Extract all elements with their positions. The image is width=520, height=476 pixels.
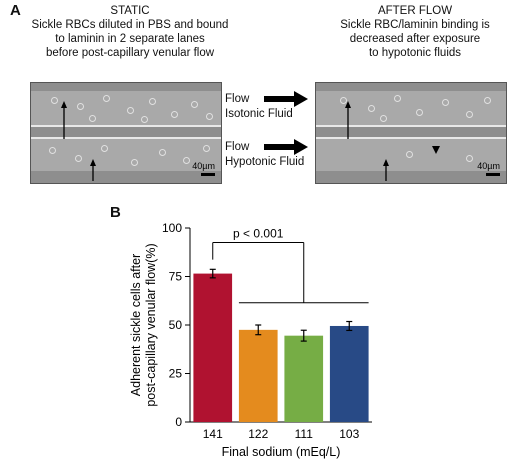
bar [238,329,278,422]
x-tick-label: 141 [203,427,223,441]
flow-text: Flow [225,93,250,105]
panel-a-letter: A [10,2,21,19]
scale-bar [201,173,215,176]
static-caption-line: STATIC [110,5,150,17]
flow-hypotonic-arrow [264,139,308,155]
x-tick-label: 122 [248,427,268,441]
y-tick-label: 0 [175,415,182,429]
y-tick-label: 75 [169,270,183,284]
y-axis-label: post-capillary venular flow(%) [144,243,158,406]
x-tick-label: 111 [295,427,314,441]
after-caption-line: Sickle RBC/laminin binding is [340,19,490,31]
bar [329,325,369,422]
x-axis-label: Final sodium (mEq/L) [222,445,341,459]
y-axis-label: Adherent sickle cells after [129,254,143,396]
y-tick-label: 25 [169,367,183,381]
y-tick-label: 100 [162,221,182,235]
flow-fluid-text: Hypotonic Fluid [225,156,305,168]
scale-label: 40µm [192,161,215,171]
static-caption-line: to laminin in 2 separate lanes [55,33,205,45]
y-tick-label: 50 [169,318,183,332]
after-flow-caption: AFTER FLOW Sickle RBC/laminin binding is… [315,4,515,60]
bar [193,273,233,422]
flow-hypotonic-label: Flow Hypotonic Fluid [225,140,304,170]
scale-bar [486,173,500,176]
after-caption-line: to hypotonic fluids [368,47,462,59]
flow-text: Flow [225,141,250,153]
static-caption: STATIC Sickle RBCs diluted in PBS and bo… [30,4,230,60]
static-micrograph: 40µm [30,82,222,184]
after-caption-line: AFTER FLOW [377,5,453,17]
p-value-annotation: p < 0.001 [233,227,284,241]
static-caption-line: before post-capillary venular flow [45,47,215,59]
flow-fluid-text: Isotonic Fluid [225,108,293,120]
flow-isotonic-label: Flow Isotonic Fluid [225,92,293,122]
scale-label: 40µm [477,161,500,171]
x-tick-label: 103 [339,427,359,441]
after-flow-micrograph: 40µm [315,82,507,184]
static-caption-line: Sickle RBCs diluted in PBS and bound [31,19,229,31]
panel-b-letter: B [110,204,121,221]
arrowhead-marker [432,146,440,154]
bar [284,335,324,422]
after-caption-line: decreased after exposure [349,33,481,45]
flow-isotonic-arrow [264,91,308,107]
